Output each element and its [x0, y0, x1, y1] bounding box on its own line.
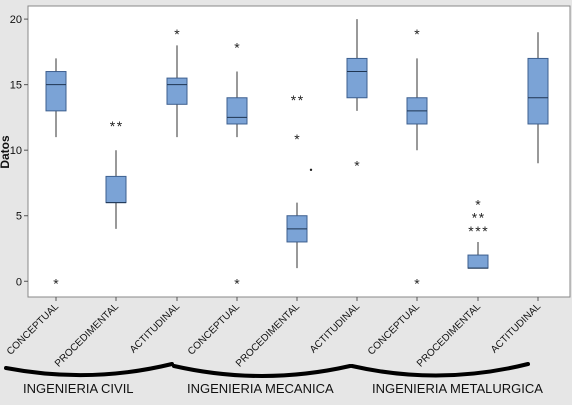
box-2: * * — [105, 118, 127, 229]
y-tick-label: 5 — [16, 211, 22, 223]
group-label-ingenieria-metalurgica: INGENIERIA METALURGICA — [372, 381, 543, 396]
box-iqr — [105, 175, 127, 204]
box-5: ** * — [286, 92, 313, 269]
outlier-point: * — [354, 157, 360, 173]
y-tick-label: 0 — [16, 276, 22, 288]
plot-area — [27, 5, 571, 298]
group-brace — [4, 362, 174, 378]
outlier-point: * — [234, 39, 240, 55]
outlier-point: * — [174, 26, 180, 42]
group-label-ingenieria-civil: INGENIERIA CIVIL — [23, 381, 134, 396]
outlier-point — [309, 168, 313, 172]
box-9 — [527, 32, 549, 164]
box-6: * — [346, 19, 368, 173]
group-label-ingenieria-mecanica: INGENIERIA MECANICA — [187, 381, 334, 396]
outlier-point: * — [234, 275, 240, 291]
box-7: ** — [406, 26, 428, 291]
outlier-point: * — [414, 26, 420, 42]
y-tick-label: 15 — [10, 80, 22, 92]
group-braces — [4, 362, 530, 378]
group-brace — [350, 362, 530, 378]
box-iqr — [527, 57, 549, 125]
outlier-point: * — [482, 223, 488, 239]
box-iqr — [45, 71, 67, 112]
outlier-point: * — [475, 197, 481, 213]
outlier-point: * — [472, 210, 478, 226]
outlier-point: * — [414, 275, 420, 291]
boxes-layer: ** ****** ***** * ** ** — [45, 19, 549, 291]
box-iqr — [166, 77, 188, 105]
box-3: * — [166, 26, 188, 138]
box-4: ** — [226, 39, 248, 291]
outlier-point: * — [291, 92, 297, 108]
box-1: * — [45, 58, 67, 291]
box-iqr — [467, 254, 489, 269]
outlier-point: * — [53, 275, 59, 291]
box-iqr — [226, 97, 248, 125]
outlier-point: * — [479, 210, 485, 226]
box-iqr — [346, 57, 368, 99]
outlier-point: * — [468, 223, 474, 239]
outlier-point: * — [475, 223, 481, 239]
outlier-point: * — [117, 118, 123, 134]
box-8: * * ** ** — [467, 197, 489, 269]
y-tick-label: 10 — [10, 145, 22, 157]
outlier-point: * — [110, 118, 116, 134]
outlier-point: * — [294, 131, 300, 147]
outlier-point: * — [298, 92, 304, 108]
group-brace — [172, 364, 352, 378]
y-axis: 0 5 10 15 20 — [10, 14, 28, 288]
y-tick-label: 20 — [10, 14, 22, 26]
y-axis-title: Datos — [0, 135, 12, 169]
